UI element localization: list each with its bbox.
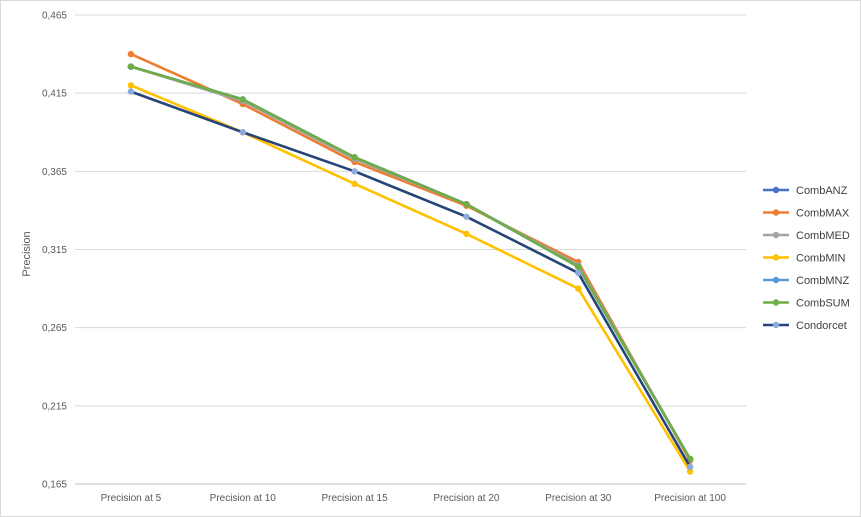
data-point bbox=[351, 154, 358, 161]
gridlines bbox=[75, 14, 746, 485]
series-condorcet bbox=[127, 88, 694, 471]
data-point bbox=[351, 168, 358, 175]
series-line bbox=[130, 65, 692, 460]
data-point bbox=[686, 463, 694, 471]
y-tick-label: 0,315 bbox=[42, 245, 67, 256]
y-tick-label: 0,415 bbox=[42, 89, 67, 100]
data-point bbox=[686, 455, 694, 463]
legend-label: CombSUM bbox=[796, 298, 850, 310]
legend-label: CombMAX bbox=[796, 208, 850, 220]
y-tick-label: 0,465 bbox=[42, 11, 67, 22]
series-combmin bbox=[127, 82, 694, 475]
legend-item: CombMAX bbox=[763, 208, 850, 220]
series-combmnz bbox=[127, 63, 694, 463]
data-point bbox=[575, 285, 582, 292]
legend-item: CombMNZ bbox=[763, 275, 849, 287]
data-point bbox=[127, 88, 135, 95]
data-point bbox=[127, 63, 135, 70]
series-combsum bbox=[127, 63, 694, 463]
legend-marker bbox=[772, 254, 780, 261]
series-combmed bbox=[127, 63, 694, 463]
series-line bbox=[130, 65, 692, 460]
y-tick-label: 0,265 bbox=[42, 323, 67, 334]
legend-item: CombANZ bbox=[763, 185, 848, 197]
y-axis-title: Precision bbox=[21, 231, 33, 276]
legend-marker bbox=[772, 186, 780, 194]
legend-label: Condorcet bbox=[796, 320, 847, 332]
y-tick-label: 0,365 bbox=[42, 167, 67, 178]
legend-marker bbox=[772, 209, 780, 216]
data-point bbox=[463, 200, 470, 208]
data-point bbox=[686, 468, 694, 475]
series-lines bbox=[127, 50, 694, 475]
data-point bbox=[463, 230, 470, 238]
x-axis-ticks: Precision at 5 Precision at 10 Precision a… bbox=[101, 493, 727, 504]
legend-item: CombMED bbox=[763, 230, 850, 242]
y-axis-ticks: 0,165 0,215 0,265 0,315 0,365 0,415 0,465 bbox=[42, 11, 67, 491]
legend-label: CombANZ bbox=[796, 185, 848, 197]
legend-item: Condorcet bbox=[763, 320, 847, 332]
series-line bbox=[130, 84, 692, 473]
legend-marker bbox=[772, 276, 780, 284]
legend-label: CombMED bbox=[796, 230, 850, 242]
data-point bbox=[239, 96, 246, 103]
x-tick-label: Precision at 15 bbox=[322, 493, 389, 504]
data-point bbox=[239, 129, 246, 136]
legend-marker bbox=[772, 299, 780, 306]
series-combanz bbox=[127, 63, 694, 463]
legend-label: CombMIN bbox=[796, 253, 846, 265]
series-line bbox=[130, 90, 692, 468]
data-point bbox=[575, 269, 582, 277]
x-tick-label: Precision at 100 bbox=[654, 493, 726, 504]
series-line bbox=[130, 65, 692, 460]
data-point bbox=[127, 82, 135, 89]
x-tick-label: Precision at 10 bbox=[210, 493, 277, 504]
y-tick-label: 0,165 bbox=[42, 480, 67, 491]
x-tick-label: Precision at 20 bbox=[433, 493, 500, 504]
legend: CombANZ CombMAX CombMED CombMIN CombMNZ CombS… bbox=[763, 185, 850, 332]
data-point bbox=[127, 50, 135, 58]
data-point bbox=[351, 180, 358, 188]
legend-marker bbox=[772, 231, 780, 239]
y-tick-label: 0,215 bbox=[42, 401, 67, 412]
x-tick-label: Precision at 5 bbox=[101, 493, 162, 504]
data-point bbox=[463, 213, 470, 220]
legend-item: CombMIN bbox=[763, 253, 846, 265]
legend-marker bbox=[772, 321, 780, 329]
legend-label: CombMNZ bbox=[796, 275, 849, 287]
series-line bbox=[130, 65, 692, 460]
series-line bbox=[130, 52, 692, 462]
series-combmax bbox=[127, 50, 694, 464]
legend-item: CombSUM bbox=[763, 298, 850, 310]
x-tick-label: Precision at 30 bbox=[545, 493, 612, 504]
data-point bbox=[575, 263, 582, 270]
